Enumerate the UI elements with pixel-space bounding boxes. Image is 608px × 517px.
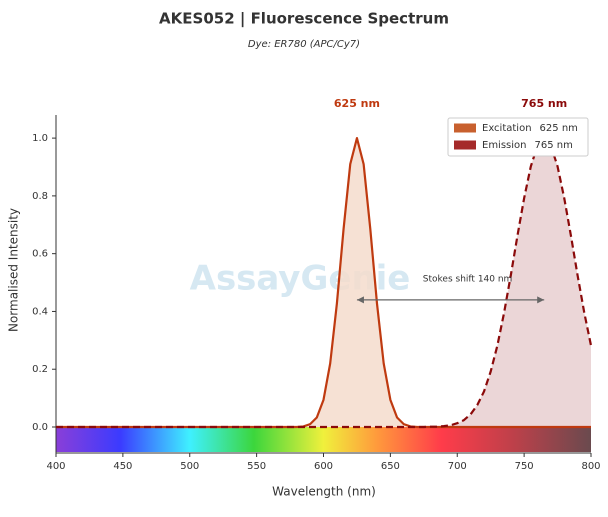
chart-subtitle: Dye: ER780 (APC/Cy7): [248, 39, 360, 50]
arrow-head: [356, 296, 364, 304]
legend-swatch: [454, 140, 476, 150]
x-tick-label: 450: [113, 461, 132, 472]
spectrum-bar: [56, 427, 591, 452]
x-tick-label: 650: [381, 461, 400, 472]
legend-box: [447, 117, 589, 157]
x-tick-label: 400: [46, 461, 65, 472]
x-tick-label: 600: [314, 461, 333, 472]
y-tick-label: 1.0: [32, 133, 48, 144]
area: [56, 138, 591, 428]
legend-swatch: [454, 123, 476, 133]
x-tick-label: 700: [448, 461, 467, 472]
x-tick-label: 750: [515, 461, 534, 472]
watermark: AssayGenie: [190, 259, 411, 299]
y-axis-label: Normalised Intensity: [7, 208, 21, 332]
y-tick-label: 0.6: [32, 249, 48, 260]
x-tick-label: 550: [247, 461, 266, 472]
legend-peak: 625 nm: [540, 123, 578, 134]
legend-label: Excitation: [482, 123, 532, 134]
legend-label: Emission: [482, 140, 527, 151]
chart-title: AKES052 | Fluorescence Spectrum: [159, 10, 449, 29]
x-tick-label: 500: [180, 461, 199, 472]
peak-label: 625 nm: [334, 97, 380, 110]
x-tick-label: 800: [581, 461, 600, 472]
y-tick-label: 0.2: [32, 364, 48, 375]
y-tick-label: 0.4: [32, 306, 48, 317]
arrow-head: [537, 296, 545, 304]
y-tick-label: 0.0: [32, 422, 48, 433]
x-axis-label: Wavelength (nm): [272, 485, 376, 499]
y-tick-label: 0.8: [32, 191, 48, 202]
legend-peak: 765 nm: [535, 140, 573, 151]
stokes-label: Stokes shift 140 nm: [423, 274, 513, 284]
peak-label: 765 nm: [521, 97, 567, 110]
